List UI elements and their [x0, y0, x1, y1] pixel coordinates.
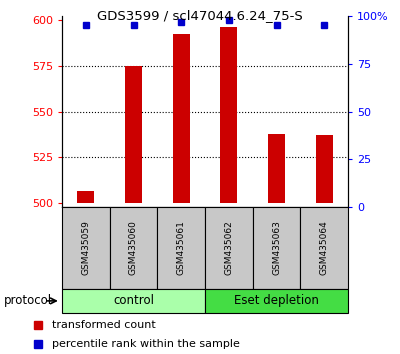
- Bar: [78, 190, 94, 204]
- Bar: [220, 27, 237, 204]
- Bar: [157, 207, 205, 289]
- Bar: [62, 207, 110, 289]
- Text: GSM435059: GSM435059: [81, 220, 90, 275]
- Bar: [253, 207, 300, 289]
- Bar: [205, 289, 348, 313]
- Bar: [268, 133, 285, 204]
- Bar: [205, 207, 253, 289]
- Text: GSM435062: GSM435062: [224, 221, 233, 275]
- Text: GSM435063: GSM435063: [272, 220, 281, 275]
- Text: transformed count: transformed count: [52, 320, 156, 330]
- Text: Eset depletion: Eset depletion: [234, 295, 319, 307]
- Bar: [110, 207, 157, 289]
- Bar: [316, 135, 332, 204]
- Text: GDS3599 / scl47044.6.24_75-S: GDS3599 / scl47044.6.24_75-S: [97, 9, 303, 22]
- Text: protocol: protocol: [4, 295, 52, 307]
- Text: GSM435060: GSM435060: [129, 220, 138, 275]
- Text: control: control: [113, 295, 154, 307]
- Bar: [125, 65, 142, 204]
- Text: GSM435064: GSM435064: [320, 221, 329, 275]
- Bar: [173, 34, 190, 204]
- Text: percentile rank within the sample: percentile rank within the sample: [52, 339, 240, 349]
- Bar: [300, 207, 348, 289]
- Text: GSM435061: GSM435061: [177, 220, 186, 275]
- Bar: [62, 289, 205, 313]
